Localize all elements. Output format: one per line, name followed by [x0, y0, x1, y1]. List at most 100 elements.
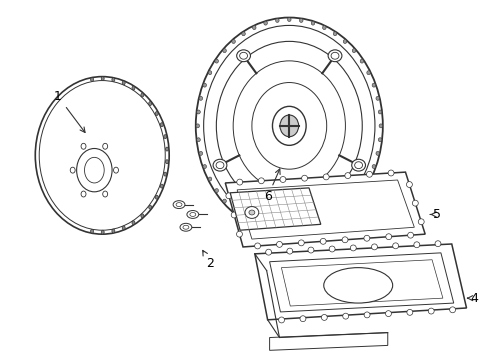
Ellipse shape	[244, 207, 258, 219]
Ellipse shape	[199, 152, 202, 155]
Text: 4: 4	[467, 292, 477, 305]
Ellipse shape	[278, 317, 284, 323]
Text: 6: 6	[263, 169, 280, 203]
Ellipse shape	[122, 226, 125, 230]
Polygon shape	[225, 172, 424, 247]
Ellipse shape	[427, 308, 433, 314]
Ellipse shape	[122, 81, 125, 85]
Ellipse shape	[411, 200, 417, 206]
Ellipse shape	[241, 216, 245, 220]
Ellipse shape	[328, 246, 334, 252]
Ellipse shape	[349, 245, 356, 251]
Ellipse shape	[449, 307, 455, 313]
Ellipse shape	[280, 176, 285, 183]
Ellipse shape	[406, 309, 412, 315]
Ellipse shape	[155, 195, 158, 199]
Ellipse shape	[406, 181, 411, 188]
Ellipse shape	[248, 210, 254, 215]
Ellipse shape	[366, 71, 369, 75]
Ellipse shape	[360, 59, 363, 63]
Ellipse shape	[366, 171, 372, 177]
Ellipse shape	[223, 199, 226, 203]
Ellipse shape	[163, 172, 166, 176]
Ellipse shape	[236, 50, 250, 62]
Ellipse shape	[225, 193, 231, 199]
Ellipse shape	[407, 232, 413, 238]
Ellipse shape	[186, 211, 198, 219]
Ellipse shape	[231, 40, 235, 44]
Ellipse shape	[342, 313, 348, 319]
Ellipse shape	[254, 243, 260, 249]
Ellipse shape	[196, 138, 200, 142]
Ellipse shape	[351, 199, 355, 203]
Ellipse shape	[113, 167, 118, 173]
Ellipse shape	[392, 243, 398, 249]
Ellipse shape	[330, 52, 338, 59]
Ellipse shape	[327, 50, 341, 62]
Ellipse shape	[196, 110, 200, 114]
Ellipse shape	[203, 165, 206, 168]
Ellipse shape	[378, 110, 381, 114]
Ellipse shape	[101, 77, 104, 81]
Ellipse shape	[351, 159, 365, 171]
Ellipse shape	[375, 96, 379, 100]
Ellipse shape	[417, 219, 423, 225]
Ellipse shape	[252, 26, 256, 30]
Ellipse shape	[285, 209, 293, 216]
Ellipse shape	[214, 59, 218, 63]
Ellipse shape	[371, 83, 375, 87]
Ellipse shape	[320, 238, 325, 244]
Ellipse shape	[321, 315, 326, 320]
Ellipse shape	[333, 216, 336, 220]
Polygon shape	[254, 244, 466, 320]
Ellipse shape	[199, 96, 202, 100]
Ellipse shape	[378, 138, 381, 142]
Ellipse shape	[351, 49, 355, 53]
Text: 1: 1	[54, 90, 85, 132]
Ellipse shape	[90, 77, 93, 81]
Ellipse shape	[343, 40, 346, 44]
Ellipse shape	[344, 173, 350, 179]
Ellipse shape	[275, 18, 279, 22]
Ellipse shape	[236, 179, 242, 185]
Ellipse shape	[279, 115, 298, 137]
Ellipse shape	[333, 32, 336, 36]
Ellipse shape	[282, 207, 296, 219]
Ellipse shape	[301, 175, 307, 181]
Text: 2: 2	[203, 251, 214, 270]
Polygon shape	[230, 188, 320, 230]
Ellipse shape	[366, 177, 369, 181]
Ellipse shape	[160, 123, 163, 127]
Ellipse shape	[231, 212, 237, 218]
Ellipse shape	[265, 249, 271, 255]
Ellipse shape	[275, 229, 279, 233]
Ellipse shape	[81, 191, 86, 197]
Ellipse shape	[310, 226, 314, 230]
Ellipse shape	[363, 235, 369, 241]
Ellipse shape	[102, 191, 107, 197]
Ellipse shape	[70, 167, 75, 173]
Text: 3: 3	[0, 359, 1, 360]
Polygon shape	[281, 260, 442, 306]
Text: 5: 5	[429, 208, 440, 221]
Ellipse shape	[195, 18, 382, 234]
Ellipse shape	[343, 208, 346, 212]
Ellipse shape	[342, 237, 347, 243]
Ellipse shape	[354, 162, 362, 168]
Ellipse shape	[375, 152, 379, 155]
Ellipse shape	[148, 102, 151, 105]
Ellipse shape	[298, 240, 304, 246]
Ellipse shape	[272, 106, 305, 145]
Ellipse shape	[101, 230, 104, 234]
Ellipse shape	[264, 226, 267, 230]
Ellipse shape	[112, 78, 115, 82]
Ellipse shape	[378, 124, 382, 128]
Ellipse shape	[371, 244, 377, 250]
Ellipse shape	[287, 18, 290, 22]
Ellipse shape	[241, 32, 245, 36]
Ellipse shape	[165, 147, 168, 151]
Ellipse shape	[35, 77, 169, 234]
Ellipse shape	[214, 189, 218, 193]
Ellipse shape	[385, 311, 390, 316]
Ellipse shape	[264, 21, 267, 25]
